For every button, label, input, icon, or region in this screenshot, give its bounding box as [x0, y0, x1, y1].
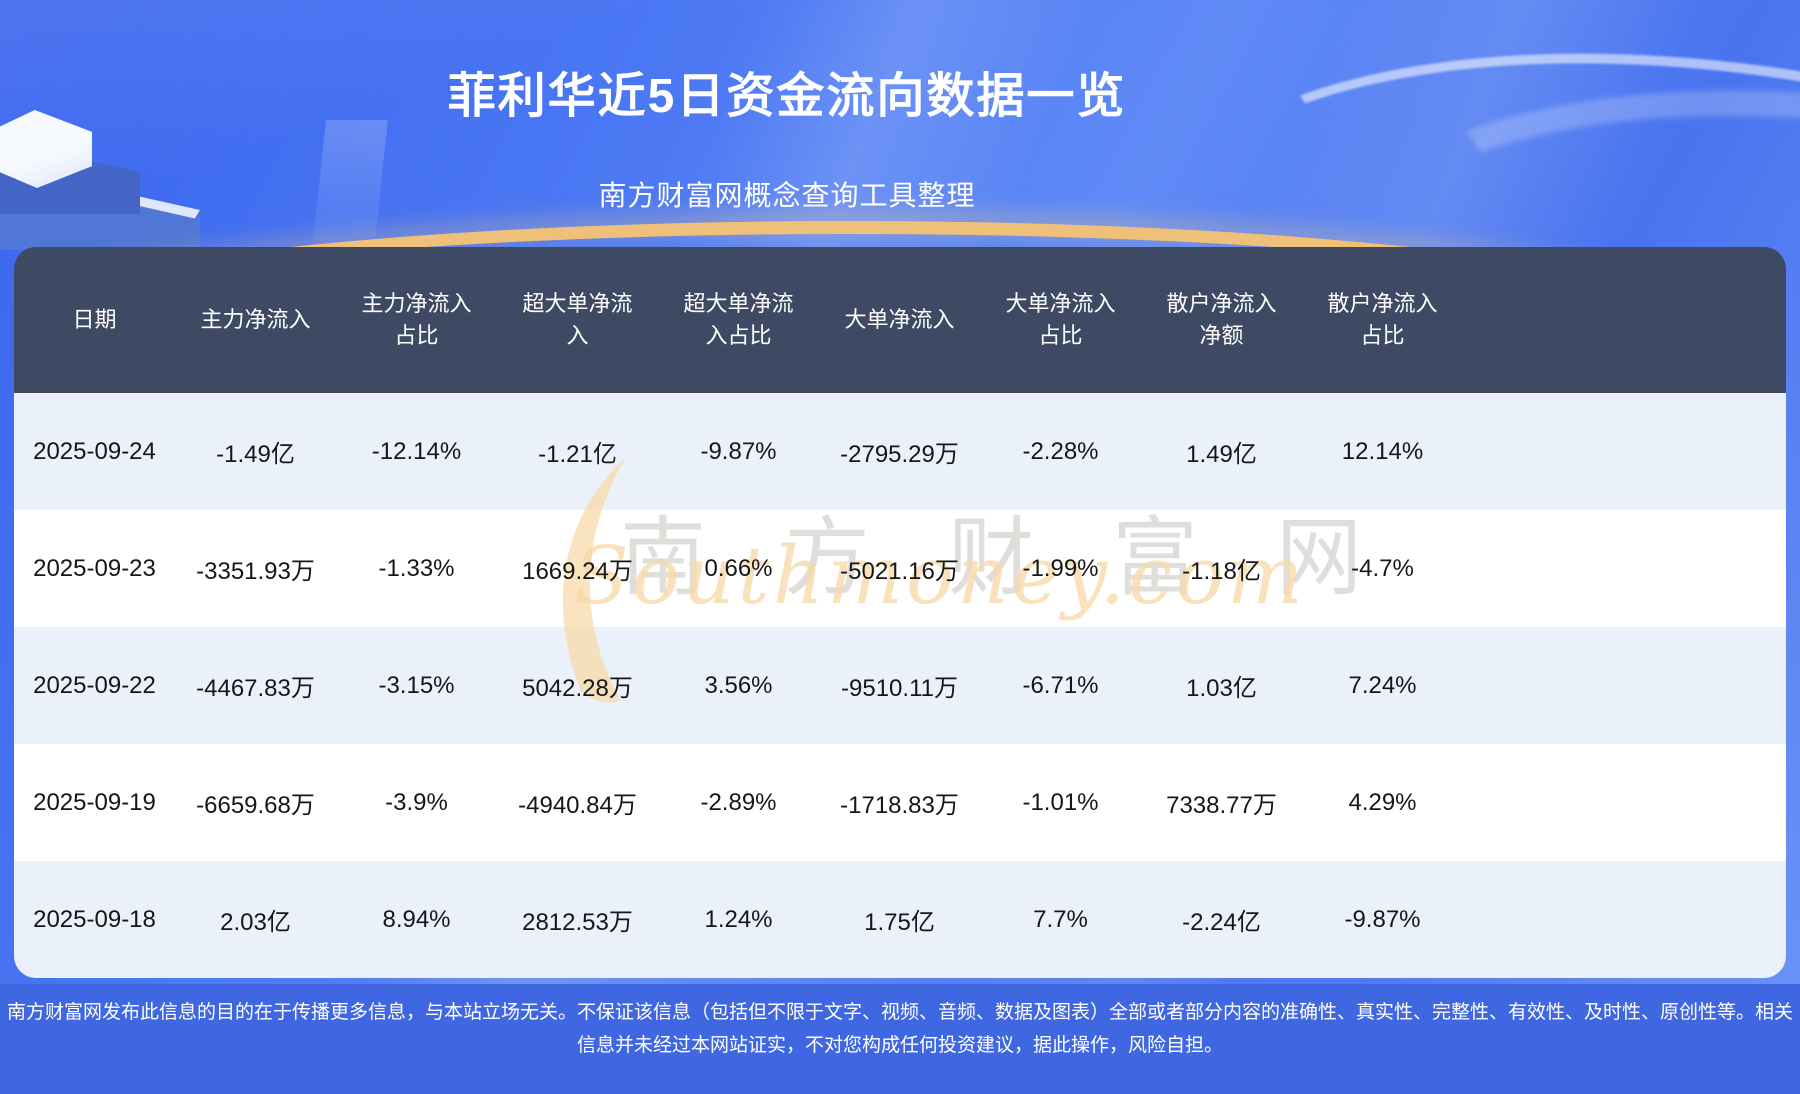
- date-cell: 2025-09-23: [33, 554, 156, 582]
- value-cell: -1.21亿: [538, 441, 617, 468]
- value-cell: -2.24亿: [1182, 909, 1261, 936]
- column-header-filler: [1463, 247, 1786, 393]
- value-cell: -9510.11万: [841, 675, 958, 702]
- value-cell: -4940.84万: [518, 792, 637, 819]
- value-cell: -5021.16万: [840, 558, 959, 585]
- filler-cell: [1463, 393, 1786, 510]
- table-header-row: 日期 主力净流入 主力净流入 占比 超大单净流 入超大单净流 入占比 大单净流入 大单净流…: [14, 247, 1786, 393]
- page-subtitle: 南方财富网概念查询工具整理: [598, 180, 976, 211]
- value-cell: -4.7%: [1351, 554, 1414, 582]
- table-row-1: 2025-09-23 -3351.93万 -1.33% 1669.24万 0.66% -5…: [14, 510, 1786, 627]
- value-cell: 8.94%: [382, 905, 451, 933]
- date-cell: 2025-09-24: [33, 437, 156, 465]
- column-header-5: 大单净流入: [844, 307, 955, 333]
- value-cell: 3.56%: [704, 671, 773, 699]
- value-cell: -9.87%: [700, 437, 777, 465]
- value-cell: -9.87%: [1344, 905, 1421, 933]
- fund-flow-table: 日期 主力净流入 主力净流入 占比 超大单净流 入超大单净流 入占比 大单净流入 大单净流…: [14, 247, 1786, 978]
- column-header-1: 主力净流入: [200, 307, 311, 333]
- value-cell: 1669.24万: [522, 558, 633, 585]
- value-cell: 4.29%: [1348, 788, 1417, 816]
- value-cell: 1.24%: [704, 905, 773, 933]
- table-body: 2025-09-24 -1.49亿 -12.14% -1.21亿 -9.87% -2795…: [14, 393, 1786, 978]
- value-cell: 5042.28万: [522, 675, 633, 702]
- value-cell: -2.28%: [1022, 437, 1099, 465]
- value-cell: -3351.93万: [196, 558, 315, 585]
- column-header-4: 超大单净流 入占比: [683, 291, 794, 348]
- column-header-2: 主力净流入 占比: [361, 291, 472, 348]
- date-cell: 2025-09-22: [33, 671, 156, 699]
- column-header-8: 散户净流入 占比: [1327, 291, 1438, 348]
- value-cell: -3.15%: [378, 671, 455, 699]
- value-cell: -1.33%: [378, 554, 455, 582]
- page-title: 菲利华近5日资金流向数据一览: [447, 70, 1127, 123]
- value-cell: -1.18亿: [1182, 558, 1261, 585]
- value-cell: -4467.83万: [196, 675, 315, 702]
- page-footer: 南方财富网发布此信息的目的在于传播更多信息，与本站立场无关。不保证该信息（包括但…: [0, 984, 1800, 1094]
- column-header-6: 大单净流入 占比: [1005, 291, 1116, 348]
- value-cell: -3.9%: [385, 788, 448, 816]
- filler-cell: [1463, 744, 1786, 861]
- value-cell: -1718.83万: [840, 792, 959, 819]
- value-cell: 2812.53万: [522, 909, 633, 936]
- date-cell: 2025-09-19: [33, 788, 156, 816]
- table-row-2: 2025-09-22 -4467.83万 -3.15% 5042.28万 3.56% -9…: [14, 627, 1786, 744]
- value-cell: 1.03亿: [1186, 675, 1257, 702]
- value-cell: -12.14%: [371, 437, 462, 465]
- date-cell: 2025-09-18: [33, 905, 156, 933]
- table-row-4: 2025-09-18 2.03亿 8.94% 2812.53万 1.24% 1.75亿 7.…: [14, 861, 1786, 978]
- value-cell: -2795.29万: [840, 441, 959, 468]
- value-cell: 7.7%: [1033, 905, 1088, 933]
- column-header-7: 散户净流入 净额: [1166, 291, 1277, 348]
- value-cell: -6.71%: [1022, 671, 1099, 699]
- value-cell: 2.03亿: [220, 909, 291, 936]
- value-cell: -1.49亿: [216, 441, 295, 468]
- value-cell: 7.24%: [1348, 671, 1417, 699]
- table-row-0: 2025-09-24 -1.49亿 -12.14% -1.21亿 -9.87% -2795…: [14, 393, 1786, 510]
- filler-cell: [1463, 627, 1786, 744]
- disclaimer-text: 南方财富网发布此信息的目的在于传播更多信息，与本站立场无关。不保证该信息（包括但…: [6, 1002, 1793, 1057]
- value-cell: 7338.77万: [1166, 792, 1277, 819]
- filler-cell: [1463, 510, 1786, 627]
- filler-cell: [1463, 861, 1786, 978]
- value-cell: 1.75亿: [864, 909, 935, 936]
- column-header-3: 超大单净流 入: [522, 291, 633, 348]
- value-cell: -1.01%: [1022, 788, 1099, 816]
- value-cell: 0.66%: [704, 554, 773, 582]
- value-cell: 1.49亿: [1186, 441, 1257, 468]
- table-row-3: 2025-09-19 -6659.68万 -3.9% -4940.84万 -2.89% -…: [14, 744, 1786, 861]
- column-header-0: 日期: [72, 307, 117, 333]
- value-cell: -2.89%: [700, 788, 777, 816]
- value-cell: 12.14%: [1341, 437, 1424, 465]
- value-cell: -1.99%: [1022, 554, 1099, 582]
- value-cell: -6659.68万: [196, 792, 315, 819]
- page-header: 菲利华近5日资金流向数据一览 南方财富网概念查询工具整理: [0, 0, 1574, 214]
